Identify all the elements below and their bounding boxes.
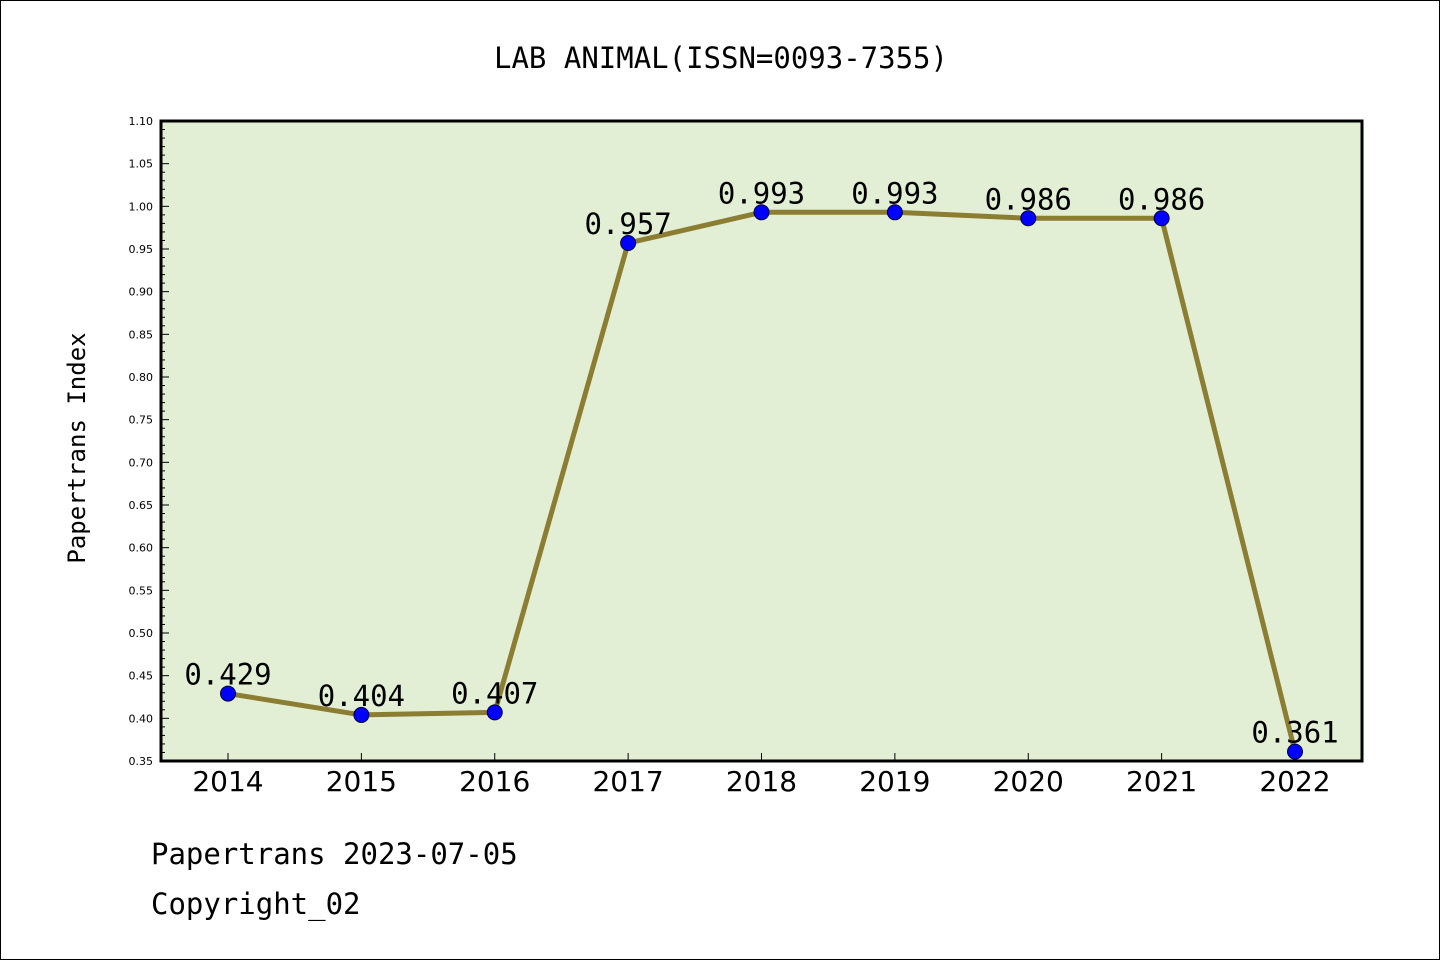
- plot-border: [159, 119, 1364, 763]
- data-point: [486, 704, 503, 721]
- y-tick-label: 0.55: [129, 584, 154, 597]
- y-tick-label: 0.65: [129, 499, 154, 512]
- data-label: 0.993: [851, 176, 938, 210]
- footer-copyright: Copyright_02: [151, 887, 361, 921]
- y-axis: 0.35 0.40 0.45 0.50 0.55 0.60 0.65 0.70 0.75 0.80…: [129, 115, 169, 768]
- data-label: 0.957: [584, 207, 671, 241]
- data-label: 0.986: [985, 182, 1072, 216]
- x-tick-label: 2020: [993, 765, 1064, 798]
- y-tick-label: 0.60: [129, 542, 154, 555]
- data-label: 0.993: [718, 176, 805, 210]
- x-tick-label: 2019: [859, 765, 930, 798]
- x-tick-label: 2014: [192, 765, 263, 798]
- x-tick-label: 2022: [1259, 765, 1330, 798]
- data-label: 0.407: [451, 676, 538, 710]
- chart-title: LAB ANIMAL(ISSN=0093-7355): [494, 41, 948, 75]
- x-tick-label: 2015: [326, 765, 397, 798]
- data-label: 0.986: [1118, 182, 1205, 216]
- data-label: 0.404: [318, 679, 405, 713]
- data-point: [753, 204, 770, 221]
- y-tick-label: 1.05: [129, 158, 154, 171]
- data-label: 0.361: [1251, 716, 1338, 750]
- y-tick-label: 0.85: [129, 328, 154, 341]
- footer-date: Papertrans 2023-07-05: [151, 837, 518, 871]
- data-point: [1020, 210, 1037, 227]
- data-label: 0.429: [184, 658, 271, 692]
- x-tick-label: 2017: [592, 765, 663, 798]
- y-tick-label: 0.80: [129, 371, 154, 384]
- y-tick-label: 1.00: [129, 200, 154, 213]
- y-tick-label: 0.90: [129, 286, 154, 299]
- y-tick-label: 0.45: [129, 670, 154, 683]
- data-point: [886, 204, 903, 221]
- y-tick-label: 0.40: [129, 712, 154, 725]
- series-group: 0.429 0.404 0.407 0.957 0.993 0.993 0.986 0.986…: [184, 176, 1339, 760]
- data-point: [1287, 743, 1303, 760]
- x-tick-label: 2021: [1126, 765, 1197, 798]
- y-tick-label: 0.35: [129, 755, 154, 768]
- data-point: [220, 685, 236, 702]
- data-point: [353, 706, 370, 723]
- y-axis-label: Papertrans Index: [63, 332, 91, 563]
- data-point: [620, 235, 637, 252]
- y-tick-label: 1.10: [129, 115, 154, 128]
- y-tick-label: 0.50: [129, 627, 154, 640]
- x-tick-label: 2018: [726, 765, 797, 798]
- y-tick-label: 0.95: [129, 243, 154, 256]
- y-tick-label: 0.70: [129, 456, 154, 469]
- data-point: [1153, 210, 1170, 227]
- y-tick-label: 0.75: [129, 414, 154, 427]
- x-tick-label: 2016: [459, 765, 530, 798]
